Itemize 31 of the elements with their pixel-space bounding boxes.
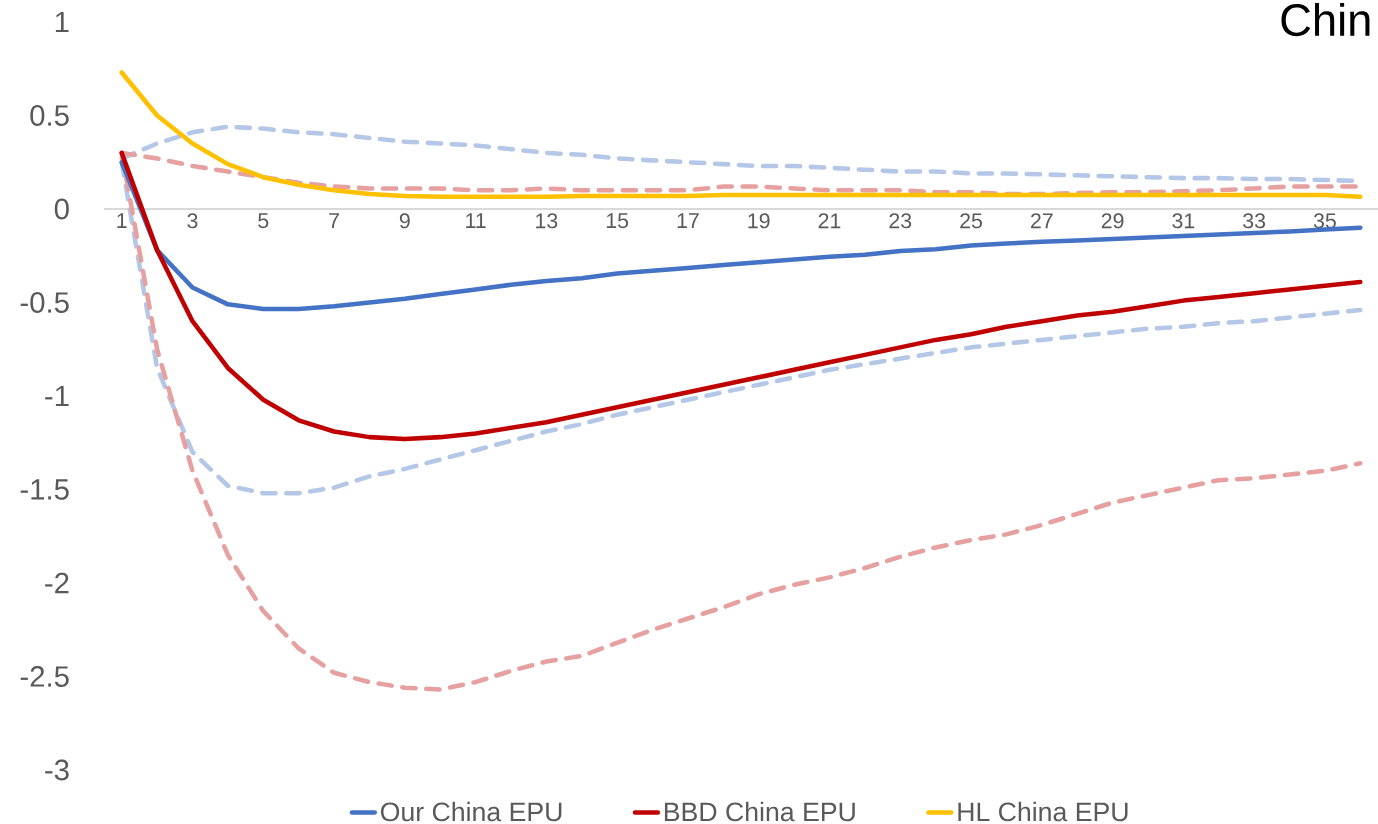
x-tick-label: 27 (1031, 213, 1053, 229)
x-tick-label: 11 (466, 213, 486, 228)
y-tick-label: 0.5 (30, 105, 69, 126)
y-tick-label: 1 (55, 11, 69, 33)
x-tick-label: 35 (1313, 213, 1336, 229)
y-tick-label: -2 (45, 572, 69, 594)
x-tick-label: 17 (677, 213, 699, 228)
x-tick-label: 33 (1243, 213, 1266, 229)
x-tick-label: 1 (117, 213, 127, 228)
y-tick-label: -2.5 (20, 666, 69, 687)
x-tick-label: 25 (960, 213, 982, 229)
x-tick-label: 21 (818, 213, 841, 229)
y-tick-label: -3 (45, 759, 69, 781)
x-tick-label: 19 (748, 213, 770, 229)
x-tick-label: 7 (329, 213, 339, 228)
x-tick-label: 9 (399, 213, 410, 229)
legend-label: Our China EPU (380, 801, 562, 822)
legend-label: HL China EPU (958, 801, 1128, 822)
y-tick-label: -0.5 (20, 292, 69, 313)
x-tick-label: 29 (1101, 213, 1124, 229)
chart-title: Chin (1281, 2, 1370, 37)
legend-label: BBD China EPU (664, 801, 855, 822)
x-tick-label: 13 (536, 213, 558, 229)
x-tick-label: 31 (1172, 213, 1195, 229)
y-tick-label: 0 (54, 198, 69, 220)
y-tick-label: -1.5 (20, 479, 69, 500)
x-tick-label: 23 (889, 213, 912, 229)
y-tick-label: -1 (45, 385, 69, 407)
x-tick-label: 15 (606, 213, 629, 229)
x-tick-label: 5 (258, 213, 269, 229)
x-tick-label: 3 (187, 213, 198, 229)
